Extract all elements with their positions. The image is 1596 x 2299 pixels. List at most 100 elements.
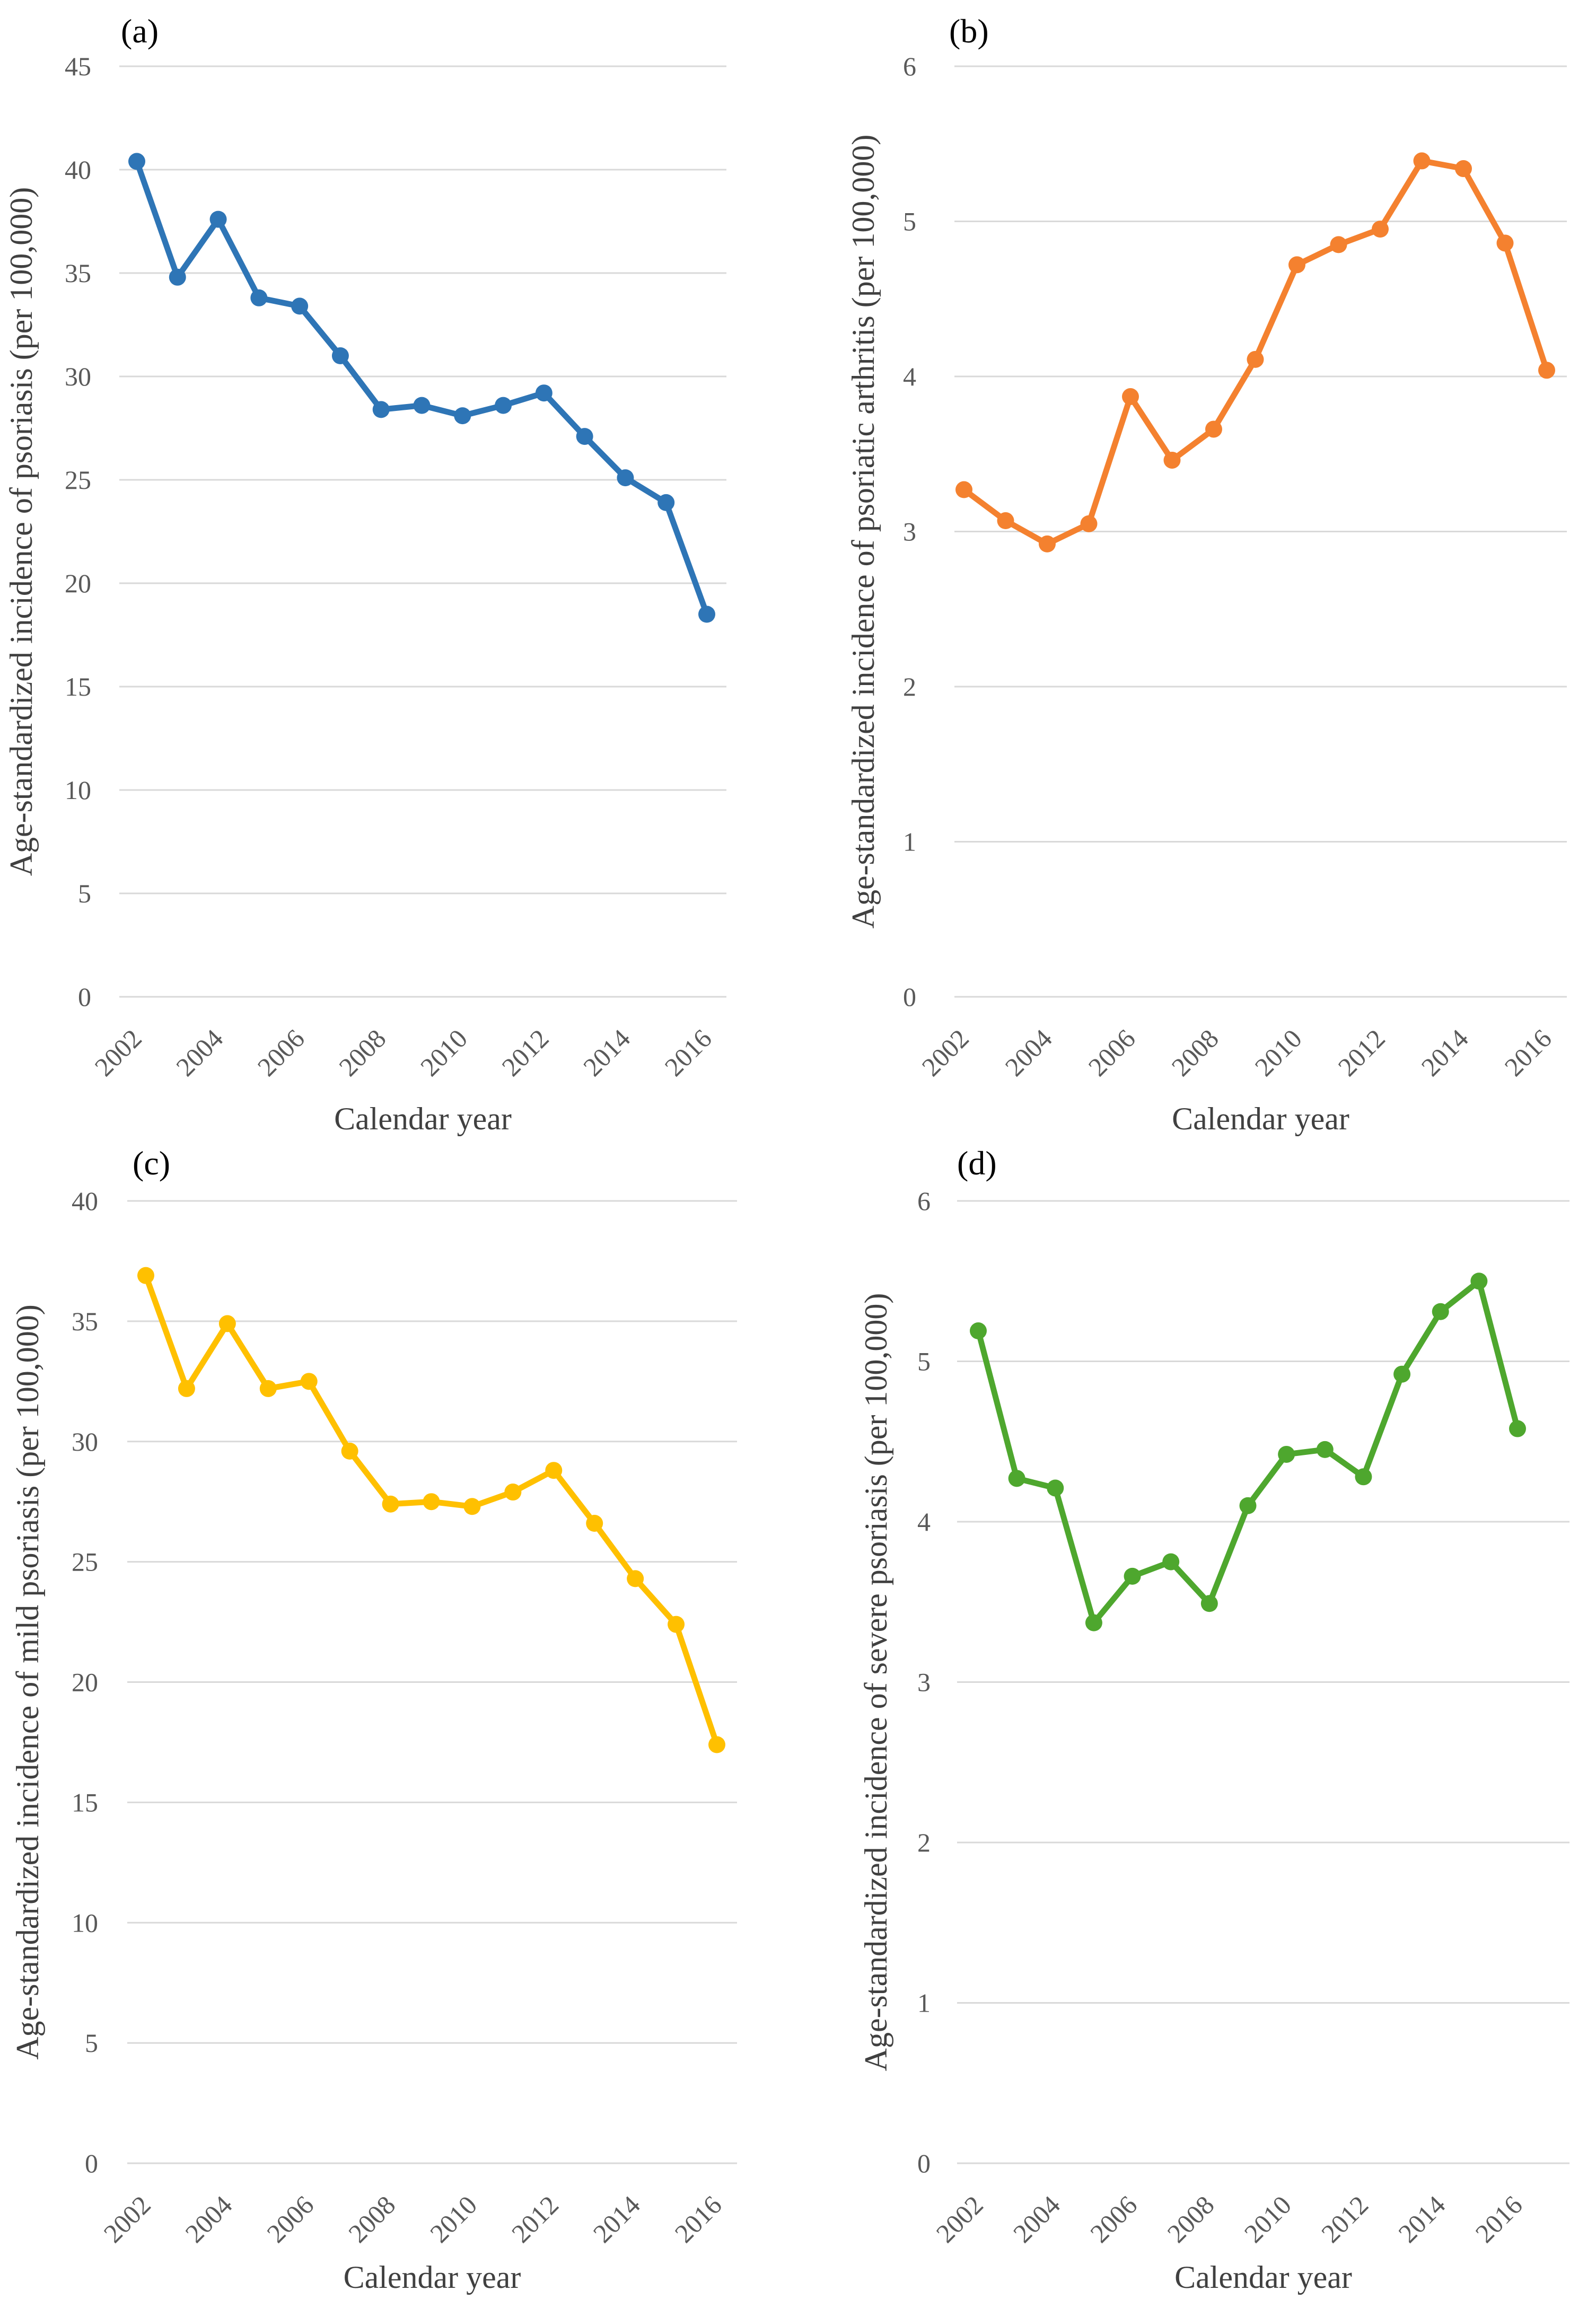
x-tick-label: 2004 — [170, 1023, 229, 1082]
data-point — [955, 481, 972, 498]
data-point — [627, 1570, 644, 1587]
x-tick-label: 2010 — [424, 2190, 483, 2248]
data-point — [1538, 362, 1555, 379]
x-tick-label: 2002 — [98, 2190, 156, 2248]
x-tick-label: 2008 — [343, 2190, 401, 2248]
data-point — [1330, 236, 1347, 253]
y-tick-label: 10 — [65, 775, 91, 805]
data-point — [331, 347, 349, 364]
x-tick-label: 2004 — [1007, 2190, 1066, 2248]
y-tick-label: 5 — [917, 1347, 931, 1376]
y-tick-label: 0 — [917, 2148, 931, 2178]
data-point — [535, 384, 553, 402]
data-point — [291, 297, 309, 315]
data-point — [463, 1498, 481, 1515]
y-tick-label: 40 — [65, 155, 91, 185]
data-point — [1163, 451, 1181, 469]
data-point — [1413, 152, 1431, 170]
data-point — [341, 1442, 358, 1460]
data-point — [1239, 1497, 1257, 1514]
data-point — [1080, 515, 1098, 532]
data-point — [423, 1493, 440, 1511]
data-point — [1008, 1470, 1025, 1487]
y-tick-label: 15 — [65, 672, 91, 701]
y-tick-label: 30 — [65, 362, 91, 391]
x-tick-label: 2004 — [179, 2190, 238, 2248]
x-tick-label: 2002 — [916, 1023, 974, 1082]
x-tick-label: 2014 — [587, 2190, 646, 2248]
y-tick-label: 35 — [72, 1306, 98, 1336]
data-point — [1288, 256, 1305, 274]
x-axis-title: Calendar year — [1174, 2260, 1352, 2295]
data-point — [1124, 1567, 1141, 1585]
data-point — [576, 428, 593, 445]
x-axis-title: Calendar year — [1172, 1101, 1349, 1136]
y-tick-label: 25 — [72, 1547, 98, 1577]
data-point — [495, 397, 512, 414]
y-tick-label: 1 — [903, 827, 916, 857]
y-axis-title: Age-standardized incidence of severe pso… — [858, 1293, 893, 2072]
panel-d: 0 1 2 3 4 5 6 2002 2004 2006 2008 2010 2012 2014 2016 C… — [858, 1144, 1569, 2295]
y-axis-title: Age-standardized incidence of psoriatic … — [846, 135, 881, 929]
y-axis-title: Age-standardized incidence of psoriasis … — [4, 187, 39, 876]
y-tick-label: 35 — [65, 258, 91, 288]
data-point — [708, 1736, 725, 1753]
data-point — [1200, 1595, 1218, 1612]
data-point — [586, 1515, 603, 1532]
x-tick-label: 2004 — [999, 1023, 1057, 1082]
panel-label: (b) — [949, 12, 989, 50]
data-point — [1047, 1479, 1064, 1497]
x-tick-label: 2006 — [261, 2190, 319, 2248]
y-tick-label: 10 — [72, 1908, 98, 1937]
data-point — [1496, 234, 1514, 252]
data-point — [1372, 221, 1389, 238]
data-point — [178, 1380, 195, 1397]
y-tick-label: 5 — [85, 2028, 98, 2058]
x-tick-label: 2016 — [1498, 1023, 1557, 1082]
y-tick-label: 5 — [78, 879, 91, 908]
data-point — [617, 469, 634, 487]
x-tick-label: 2016 — [659, 1023, 717, 1082]
y-tick-label: 5 — [903, 207, 916, 236]
data-point — [250, 289, 268, 306]
y-tick-label: 20 — [65, 568, 91, 598]
y-axis-title: Age-standardized incidence of mild psori… — [10, 1304, 45, 2060]
y-tick-label: 4 — [917, 1507, 931, 1537]
data-point — [259, 1380, 277, 1397]
data-point — [1247, 350, 1264, 368]
data-point — [382, 1495, 399, 1513]
y-tick-label: 20 — [72, 1668, 98, 1697]
data-point — [413, 397, 431, 414]
x-tick-label: 2016 — [669, 2190, 727, 2248]
y-tick-label: 1 — [917, 1988, 931, 2018]
series-line — [134, 158, 710, 617]
x-axis-title: Calendar year — [334, 1101, 512, 1136]
x-tick-label: 2006 — [252, 1023, 310, 1082]
y-tick-label: 4 — [903, 362, 916, 391]
data-point — [128, 153, 145, 170]
data-point — [1316, 1441, 1334, 1458]
data-point — [1122, 388, 1139, 406]
data-point — [1205, 420, 1222, 438]
data-point — [1393, 1365, 1411, 1383]
data-point — [668, 1616, 685, 1633]
y-tick-label: 25 — [65, 465, 91, 495]
data-point — [1432, 1303, 1449, 1320]
data-point — [454, 407, 471, 425]
data-point — [1455, 160, 1472, 178]
data-point — [504, 1484, 522, 1501]
panel-c: 0 5 10 15 20 25 30 35 40 2002 2004 2006 2008 2010 2012… — [10, 1144, 737, 2295]
x-tick-label: 2012 — [1316, 2190, 1374, 2248]
panel-label: (d) — [957, 1144, 997, 1182]
data-point — [372, 401, 390, 418]
x-tick-label: 2008 — [333, 1023, 391, 1082]
x-tick-label: 2012 — [496, 1023, 554, 1082]
data-point — [1278, 1445, 1295, 1463]
panel-b: 0 1 2 3 4 5 6 2002 2004 2006 2008 2010 2012 2014 2016 C… — [846, 12, 1567, 1136]
data-point — [1162, 1553, 1180, 1570]
series-line — [975, 1278, 1521, 1626]
data-point — [1509, 1420, 1526, 1437]
y-tick-label: 0 — [903, 982, 916, 1012]
y-tick-label: 6 — [917, 1186, 931, 1216]
data-point — [997, 512, 1014, 530]
